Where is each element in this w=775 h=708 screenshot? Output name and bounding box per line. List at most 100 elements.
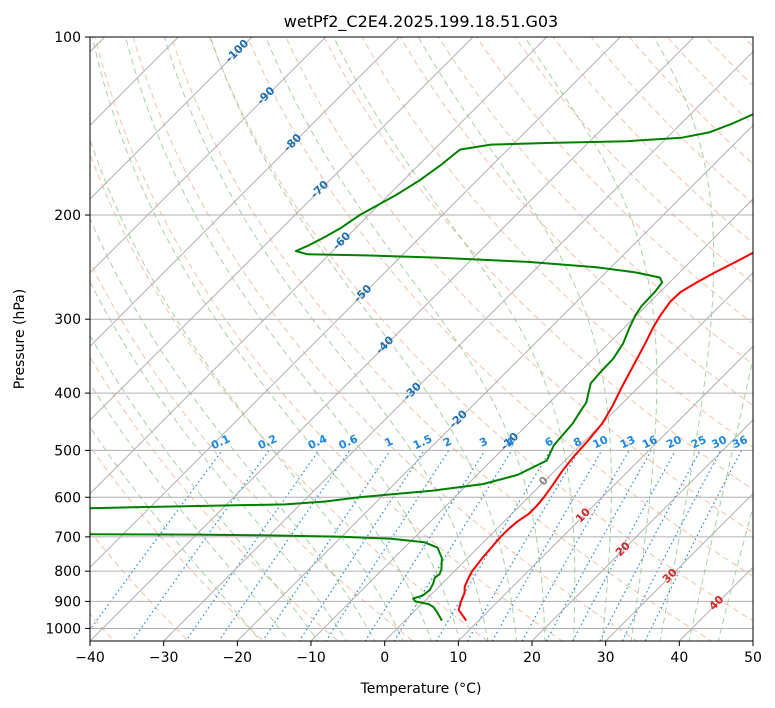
mixing-ratio-label: 25 xyxy=(689,433,708,451)
mixing-ratio-label: 20 xyxy=(664,433,684,451)
x-tick-label: 0 xyxy=(380,650,389,666)
y-tick-label: 700 xyxy=(54,530,81,546)
mixing-ratio-label: 36 xyxy=(730,433,750,451)
dry-adiabat xyxy=(743,37,753,48)
mixing-ratio-label: 0.2 xyxy=(256,432,279,452)
mixing-ratio-label: 1.5 xyxy=(411,432,434,452)
dry-adiabat xyxy=(590,37,753,205)
isotherm-line xyxy=(90,37,327,274)
x-tick-label: −30 xyxy=(149,650,179,666)
moist-adiabat xyxy=(90,334,319,641)
isotherm-label: 40 xyxy=(706,593,726,613)
isotherm-line xyxy=(457,345,753,641)
isotherm-label: -100 xyxy=(223,36,252,65)
moist-adiabat xyxy=(653,37,715,641)
isotherm-label: -50 xyxy=(351,282,374,305)
moist-adiabat xyxy=(91,37,432,641)
isotherm-line xyxy=(531,419,753,641)
dry-adiabat xyxy=(628,37,753,165)
y-tick-label: 600 xyxy=(54,490,81,506)
isotherm-label: 10 xyxy=(573,505,593,525)
y-tick-label: 300 xyxy=(54,312,81,328)
mixing-ratio-label: 0.1 xyxy=(209,432,232,452)
moist-adiabat xyxy=(688,355,753,641)
mixing-ratio-line xyxy=(466,450,580,641)
isotherms xyxy=(0,10,753,653)
isotherm-line xyxy=(0,10,58,653)
dry-adiabat xyxy=(170,37,713,641)
moist-adiabat xyxy=(524,37,658,641)
x-axis-label: Temperature (°C) xyxy=(360,681,482,697)
isotherm-label: 30 xyxy=(660,566,680,586)
isotherm-label: -80 xyxy=(281,131,304,154)
y-tick-label: 500 xyxy=(54,443,81,459)
dry-adiabat xyxy=(361,37,753,448)
x-tick-label: 30 xyxy=(597,650,615,666)
moist-adiabat xyxy=(125,37,461,641)
y-tick-label: 900 xyxy=(54,594,81,610)
isotherm-line xyxy=(90,37,180,127)
isotherm-line xyxy=(604,492,753,641)
x-tick-label: 10 xyxy=(449,650,467,666)
dry-adiabat xyxy=(247,37,753,577)
mixing-ratio-line xyxy=(521,450,630,641)
dry-adiabats xyxy=(90,10,775,653)
isotherm-line xyxy=(678,566,753,641)
mixing-ratio-line xyxy=(644,450,743,641)
mixing-ratio-line xyxy=(90,450,223,631)
dry-adiabat xyxy=(437,37,753,365)
isotherm-label: 20 xyxy=(613,539,633,559)
moist-adiabat xyxy=(417,37,612,641)
moist-adiabat xyxy=(209,37,518,641)
mixing-ratio-label: 1 xyxy=(383,435,395,450)
dry-adiabat xyxy=(90,152,489,641)
dry-adiabat xyxy=(755,10,775,653)
mixing-ratio-labels: 0.1 0.2 0.4 0.6 1 1.5 2 3 4 6 8 10 13 16 20 25 30 36 xyxy=(209,432,750,452)
isotherm-line xyxy=(236,124,753,641)
isotherm-label: 0 xyxy=(536,473,551,488)
isotherm-line xyxy=(90,37,474,421)
moist-adiabat xyxy=(265,37,546,641)
isotherm-line xyxy=(90,37,401,348)
mixing-ratio-label: 10 xyxy=(591,433,611,451)
y-tick-label: 200 xyxy=(54,208,81,224)
dry-adiabat xyxy=(285,37,753,534)
dry-adiabat xyxy=(90,260,414,641)
x-tick-label: 50 xyxy=(744,650,762,666)
isotherm-label: -90 xyxy=(254,84,277,107)
moist-adiabat xyxy=(90,280,347,641)
isotherm-line xyxy=(310,198,753,641)
dry-adiabat xyxy=(94,37,564,641)
temperature-line xyxy=(457,251,753,622)
dry-adiabat xyxy=(323,37,753,491)
dry-adiabat xyxy=(90,445,265,641)
mixing-ratio-line xyxy=(621,450,722,641)
pressure-gridlines xyxy=(90,37,753,629)
mixing-ratio-label: 0.4 xyxy=(306,432,329,452)
mixing-ratio-label: 3 xyxy=(477,435,489,450)
y-tick-label: 1000 xyxy=(45,621,81,637)
moist-adiabat xyxy=(90,138,404,641)
dry-adiabat xyxy=(704,37,753,87)
dry-adiabat xyxy=(666,37,753,126)
mixing-ratio-label: 16 xyxy=(640,433,660,451)
x-axis-ticks: −40 −30 −20 −10 0 10 20 30 40 50 xyxy=(75,641,762,666)
dry-adiabat xyxy=(132,37,638,641)
plot-area: -100-90-80-70-60-50-40-30-20-10010203040… xyxy=(0,10,775,653)
dry-adiabat xyxy=(208,37,753,622)
mixing-ratio-label: 0.6 xyxy=(337,432,360,452)
mixing-ratio-line xyxy=(435,450,552,641)
chart-title: wetPf2_C2E4.2025.199.18.51.G03 xyxy=(284,12,558,32)
mixing-ratio-label: 30 xyxy=(710,433,730,451)
moist-adiabat xyxy=(90,426,261,641)
dry-adiabat xyxy=(90,356,339,641)
dewpoint-line xyxy=(90,113,753,622)
isotherm-line xyxy=(90,37,253,200)
profile-series xyxy=(90,113,753,622)
y-tick-label: 100 xyxy=(54,30,81,46)
y-axis-label: Pressure (hPa) xyxy=(12,289,28,389)
moist-adiabat xyxy=(90,217,376,641)
dry-adiabat xyxy=(90,530,190,641)
isotherm-line xyxy=(90,37,548,495)
